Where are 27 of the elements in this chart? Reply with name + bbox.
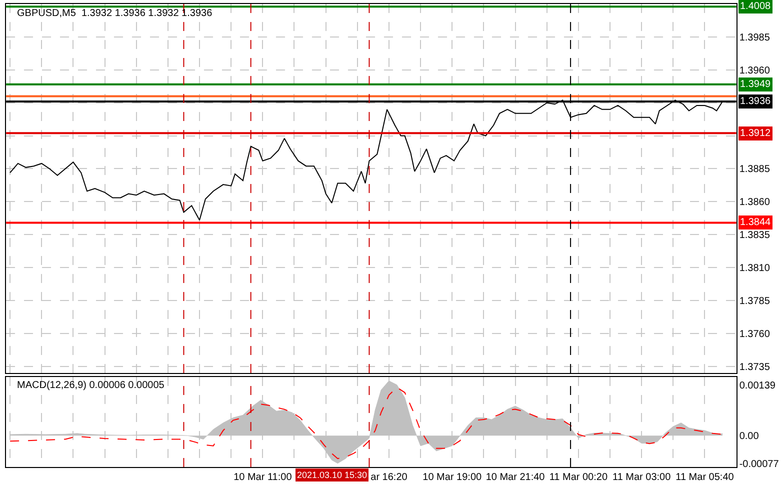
ref-line-label: 1.3949: [740, 79, 772, 90]
x-tick-label: 10 Mar 19:00: [422, 472, 482, 483]
x-tick-label: 11 Mar 00:20: [549, 472, 608, 483]
chart-title: GBPUSD,M5 1.3932 1.3936 1.3932 1.3936: [17, 8, 213, 19]
ref-line-label: 1.3912: [740, 128, 772, 139]
y-tick-label: 1.3735: [739, 362, 770, 373]
y-tick-label: 0.00139: [739, 380, 776, 392]
y-tick-label: -0.00077: [739, 459, 780, 470]
x-tick-label: 10 Mar 11:00: [234, 472, 292, 483]
ref-line-label: 2021.03.10 15:30: [297, 470, 368, 480]
x-tick-label: 11 Mar 03:00: [612, 472, 672, 483]
chart-title: MACD(12,26,9) 0.00006 0.00005: [17, 380, 165, 391]
y-tick-label: 1.3985: [739, 32, 770, 44]
x-tick-label: 10 Mar 21:40: [486, 472, 546, 483]
y-tick-label: 1.3835: [739, 230, 770, 242]
y-tick-label: 1.3810: [739, 263, 770, 274]
y-tick-label: 1.3860: [739, 197, 770, 208]
x-tick-label: ar 16:20: [370, 472, 408, 483]
y-tick-label: 1.3885: [739, 164, 770, 176]
ref-line-label: 1.4008: [740, 1, 772, 12]
y-tick-label: 1.3960: [739, 65, 770, 76]
ref-line-label: 1.3844: [740, 217, 772, 228]
y-tick-label: 1.3785: [739, 296, 770, 308]
x-tick-label: 11 Mar 05:40: [676, 472, 734, 483]
y-tick-label: 0.00: [739, 431, 760, 442]
y-tick-label: 1.3760: [739, 328, 770, 340]
ref-line-label: 1.3936: [740, 96, 772, 107]
